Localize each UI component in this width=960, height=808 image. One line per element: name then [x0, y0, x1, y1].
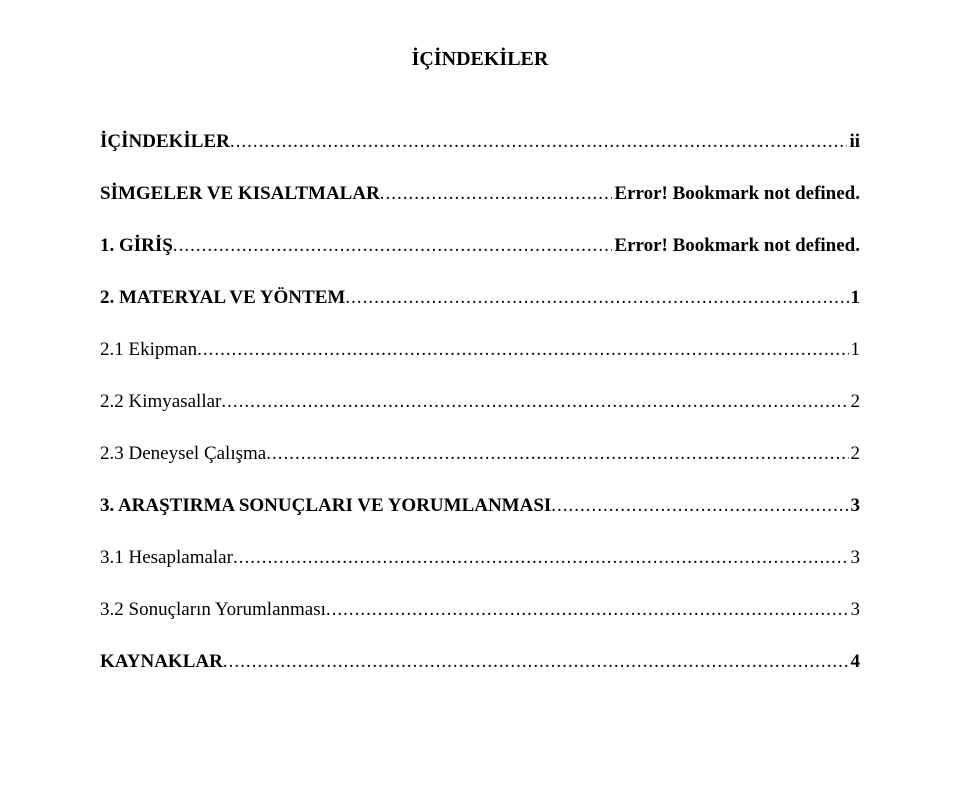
- toc-entry-label: 2.2 Kimyasallar: [100, 391, 221, 413]
- toc-entry: İÇİNDEKİLER ii: [100, 131, 860, 153]
- toc-entry-label: 1. GİRİŞ: [100, 235, 173, 257]
- toc-entry: 2.2 Kimyasallar 2: [100, 391, 860, 413]
- toc-leader-dots: [230, 131, 848, 153]
- toc-entry-page: Error! Bookmark not defined.: [612, 183, 860, 205]
- toc-entry-label: İÇİNDEKİLER: [100, 131, 230, 153]
- toc-entry-label: 2.3 Deneysel Çalışma: [100, 443, 266, 465]
- toc-entry: KAYNAKLAR 4: [100, 651, 860, 673]
- toc-entry-page: ii: [847, 131, 860, 153]
- toc-leader-dots: [266, 443, 848, 465]
- toc-entry-page: 1: [849, 339, 861, 361]
- toc-leader-dots: [380, 183, 613, 205]
- toc-entry-page: 2: [849, 391, 861, 413]
- toc-entry-page: 3: [849, 599, 861, 621]
- toc-entry: 2.1 Ekipman 1: [100, 339, 860, 361]
- toc-leader-dots: [345, 287, 848, 309]
- toc-leader-dots: [233, 547, 849, 569]
- toc-entry: 1. GİRİŞ Error! Bookmark not defined.: [100, 235, 860, 257]
- toc-entry: 3. ARAŞTIRMA SONUÇLARI VE YORUMLANMASI 3: [100, 495, 860, 517]
- toc-entry: SİMGELER VE KISALTMALAR Error! Bookmark n…: [100, 183, 860, 205]
- toc-entry-label: 2.1 Ekipman: [100, 339, 197, 361]
- toc-entry-page: Error! Bookmark not defined.: [612, 235, 860, 257]
- toc-leader-dots: [551, 495, 848, 517]
- toc-entry-label: 2. MATERYAL VE YÖNTEM: [100, 287, 345, 309]
- toc-entry-page: 3: [849, 547, 861, 569]
- toc-entry-page: 1: [849, 287, 861, 309]
- toc-entry-page: 4: [849, 651, 861, 673]
- toc-leader-dots: [173, 235, 613, 257]
- toc-leader-dots: [326, 599, 849, 621]
- toc-entry-page: 2: [849, 443, 861, 465]
- toc-leader-dots: [223, 651, 849, 673]
- toc-entry-label: 3.2 Sonuçların Yorumlanması: [100, 599, 326, 621]
- table-of-contents: İÇİNDEKİLER ii SİMGELER VE KISALTMALAR Erro…: [100, 131, 860, 673]
- toc-entry-label: SİMGELER VE KISALTMALAR: [100, 183, 380, 205]
- toc-leader-dots: [221, 391, 848, 413]
- toc-entry-label: 3. ARAŞTIRMA SONUÇLARI VE YORUMLANMASI: [100, 495, 551, 517]
- toc-entry-page: 3: [849, 495, 861, 517]
- toc-entry-label: 3.1 Hesaplamalar: [100, 547, 233, 569]
- toc-entry: 3.2 Sonuçların Yorumlanması 3: [100, 599, 860, 621]
- page-title: İÇİNDEKİLER: [100, 48, 860, 71]
- toc-leader-dots: [197, 339, 848, 361]
- toc-entry: 2.3 Deneysel Çalışma 2: [100, 443, 860, 465]
- toc-entry-label: KAYNAKLAR: [100, 651, 223, 673]
- toc-entry: 2. MATERYAL VE YÖNTEM 1: [100, 287, 860, 309]
- toc-entry: 3.1 Hesaplamalar 3: [100, 547, 860, 569]
